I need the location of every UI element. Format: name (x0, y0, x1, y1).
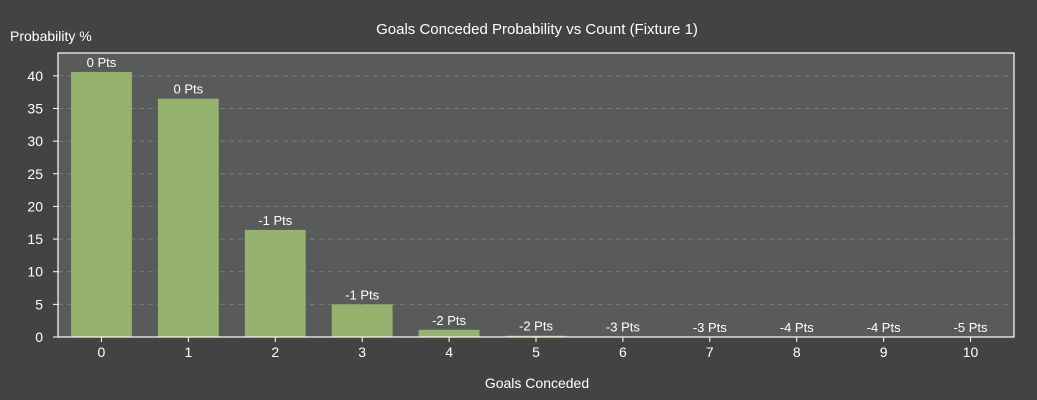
bar (331, 304, 393, 337)
bar-data-label: -2 Pts (432, 313, 466, 328)
bar (244, 229, 306, 337)
x-axis-title: Goals Conceded (485, 375, 589, 391)
x-tick-label: 9 (880, 344, 888, 360)
bar-data-label: -4 Pts (867, 320, 901, 335)
bar (71, 71, 132, 337)
y-tick-label: 30 (27, 133, 43, 149)
data-labels: 0 Pts 0 Pts -1 Pts -1 Pts -2 Pts -2 Pts -3 Pts… (87, 55, 988, 335)
x-tick-label: 7 (706, 344, 714, 360)
y-axis-title: Probability % (10, 28, 92, 44)
y-tick-label: 35 (27, 100, 43, 116)
x-tick-label: 1 (184, 344, 192, 360)
bar-data-label: -1 Pts (258, 213, 292, 228)
bars (71, 71, 741, 338)
x-tick-label: 5 (532, 344, 540, 360)
bar-data-label: -3 Pts (693, 320, 727, 335)
x-tick-label: 10 (963, 344, 979, 360)
y-tick-label: 10 (27, 264, 43, 280)
x-tick-label: 0 (98, 344, 106, 360)
x-tick-label: 4 (445, 344, 453, 360)
bar-data-label: 0 Pts (87, 55, 117, 70)
bar-data-label: -3 Pts (606, 320, 640, 335)
bar (157, 98, 219, 338)
y-tick-label: 20 (27, 198, 43, 214)
bar-data-label: -5 Pts (954, 320, 988, 335)
y-tick-label: 5 (35, 296, 43, 312)
y-tick-label: 40 (27, 68, 43, 84)
x-tick-label: 2 (271, 344, 279, 360)
x-tick-label: 8 (793, 344, 801, 360)
bar-data-label: -1 Pts (345, 287, 379, 302)
x-tick-label: 3 (358, 344, 366, 360)
bar-data-label: 0 Pts (174, 82, 204, 97)
chart-title: Goals Conceded Probability vs Count (Fix… (376, 21, 698, 38)
x-axis: 0 1 2 3 4 5 6 7 8 9 10 (98, 337, 979, 360)
grid-lines (58, 75, 1014, 305)
y-tick-label: 0 (35, 329, 43, 345)
bar (418, 329, 480, 337)
bar (505, 335, 567, 337)
y-tick-label: 15 (27, 231, 43, 247)
bar-data-label: -4 Pts (780, 320, 814, 335)
x-tick-label: 6 (619, 344, 627, 360)
bar-data-label: -2 Pts (519, 319, 553, 334)
y-axis: 0 5 10 15 20 25 30 35 40 (27, 68, 58, 345)
plot-border (57, 52, 1015, 338)
y-tick-label: 25 (27, 166, 43, 182)
